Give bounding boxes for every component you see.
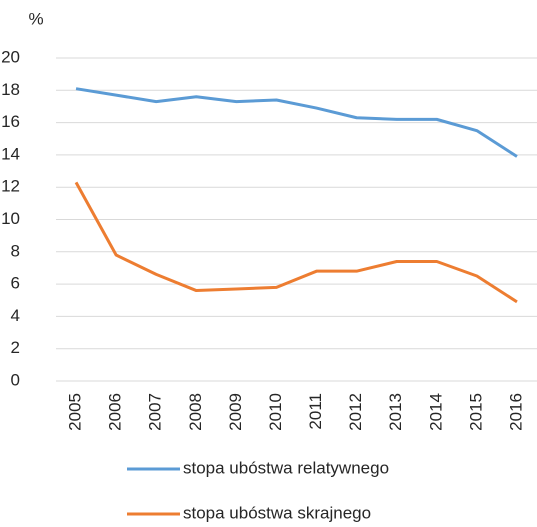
y-tick-label: 6 xyxy=(11,274,20,293)
y-tick-label: 4 xyxy=(11,306,20,325)
y-tick-label: 14 xyxy=(1,144,20,163)
series-line xyxy=(75,87,518,158)
y-axis-label: % xyxy=(28,9,43,28)
x-tick-label: 2005 xyxy=(66,393,85,431)
x-tick-label: 2009 xyxy=(226,393,245,431)
x-tick-label: 2012 xyxy=(346,393,365,431)
y-tick-label: 2 xyxy=(11,338,20,357)
y-tick-label: 12 xyxy=(1,177,20,196)
y-tick-label: 0 xyxy=(11,370,20,389)
y-tick-label: 18 xyxy=(1,80,20,99)
x-tick-label: 2006 xyxy=(106,393,125,431)
y-tick-label: 16 xyxy=(1,112,20,131)
x-tick-label: 2015 xyxy=(466,393,485,431)
x-tick-label: 2016 xyxy=(506,393,525,431)
series-line xyxy=(74,181,518,304)
x-tick-label: 2007 xyxy=(146,393,165,431)
x-tick-label: 2010 xyxy=(266,393,285,431)
y-tick-label: 10 xyxy=(1,209,20,228)
y-tick-label: 8 xyxy=(11,241,20,260)
x-tick-label: 2011 xyxy=(306,393,325,430)
legend-label: stopa ubóstwa relatywnego xyxy=(183,458,389,477)
x-tick-label: 2008 xyxy=(186,393,205,431)
y-tick-label: 20 xyxy=(1,47,20,66)
x-tick-label: 2014 xyxy=(426,393,445,431)
legend-label: stopa ubóstwa skrajnego xyxy=(183,503,371,522)
x-tick-label: 2013 xyxy=(386,393,405,431)
